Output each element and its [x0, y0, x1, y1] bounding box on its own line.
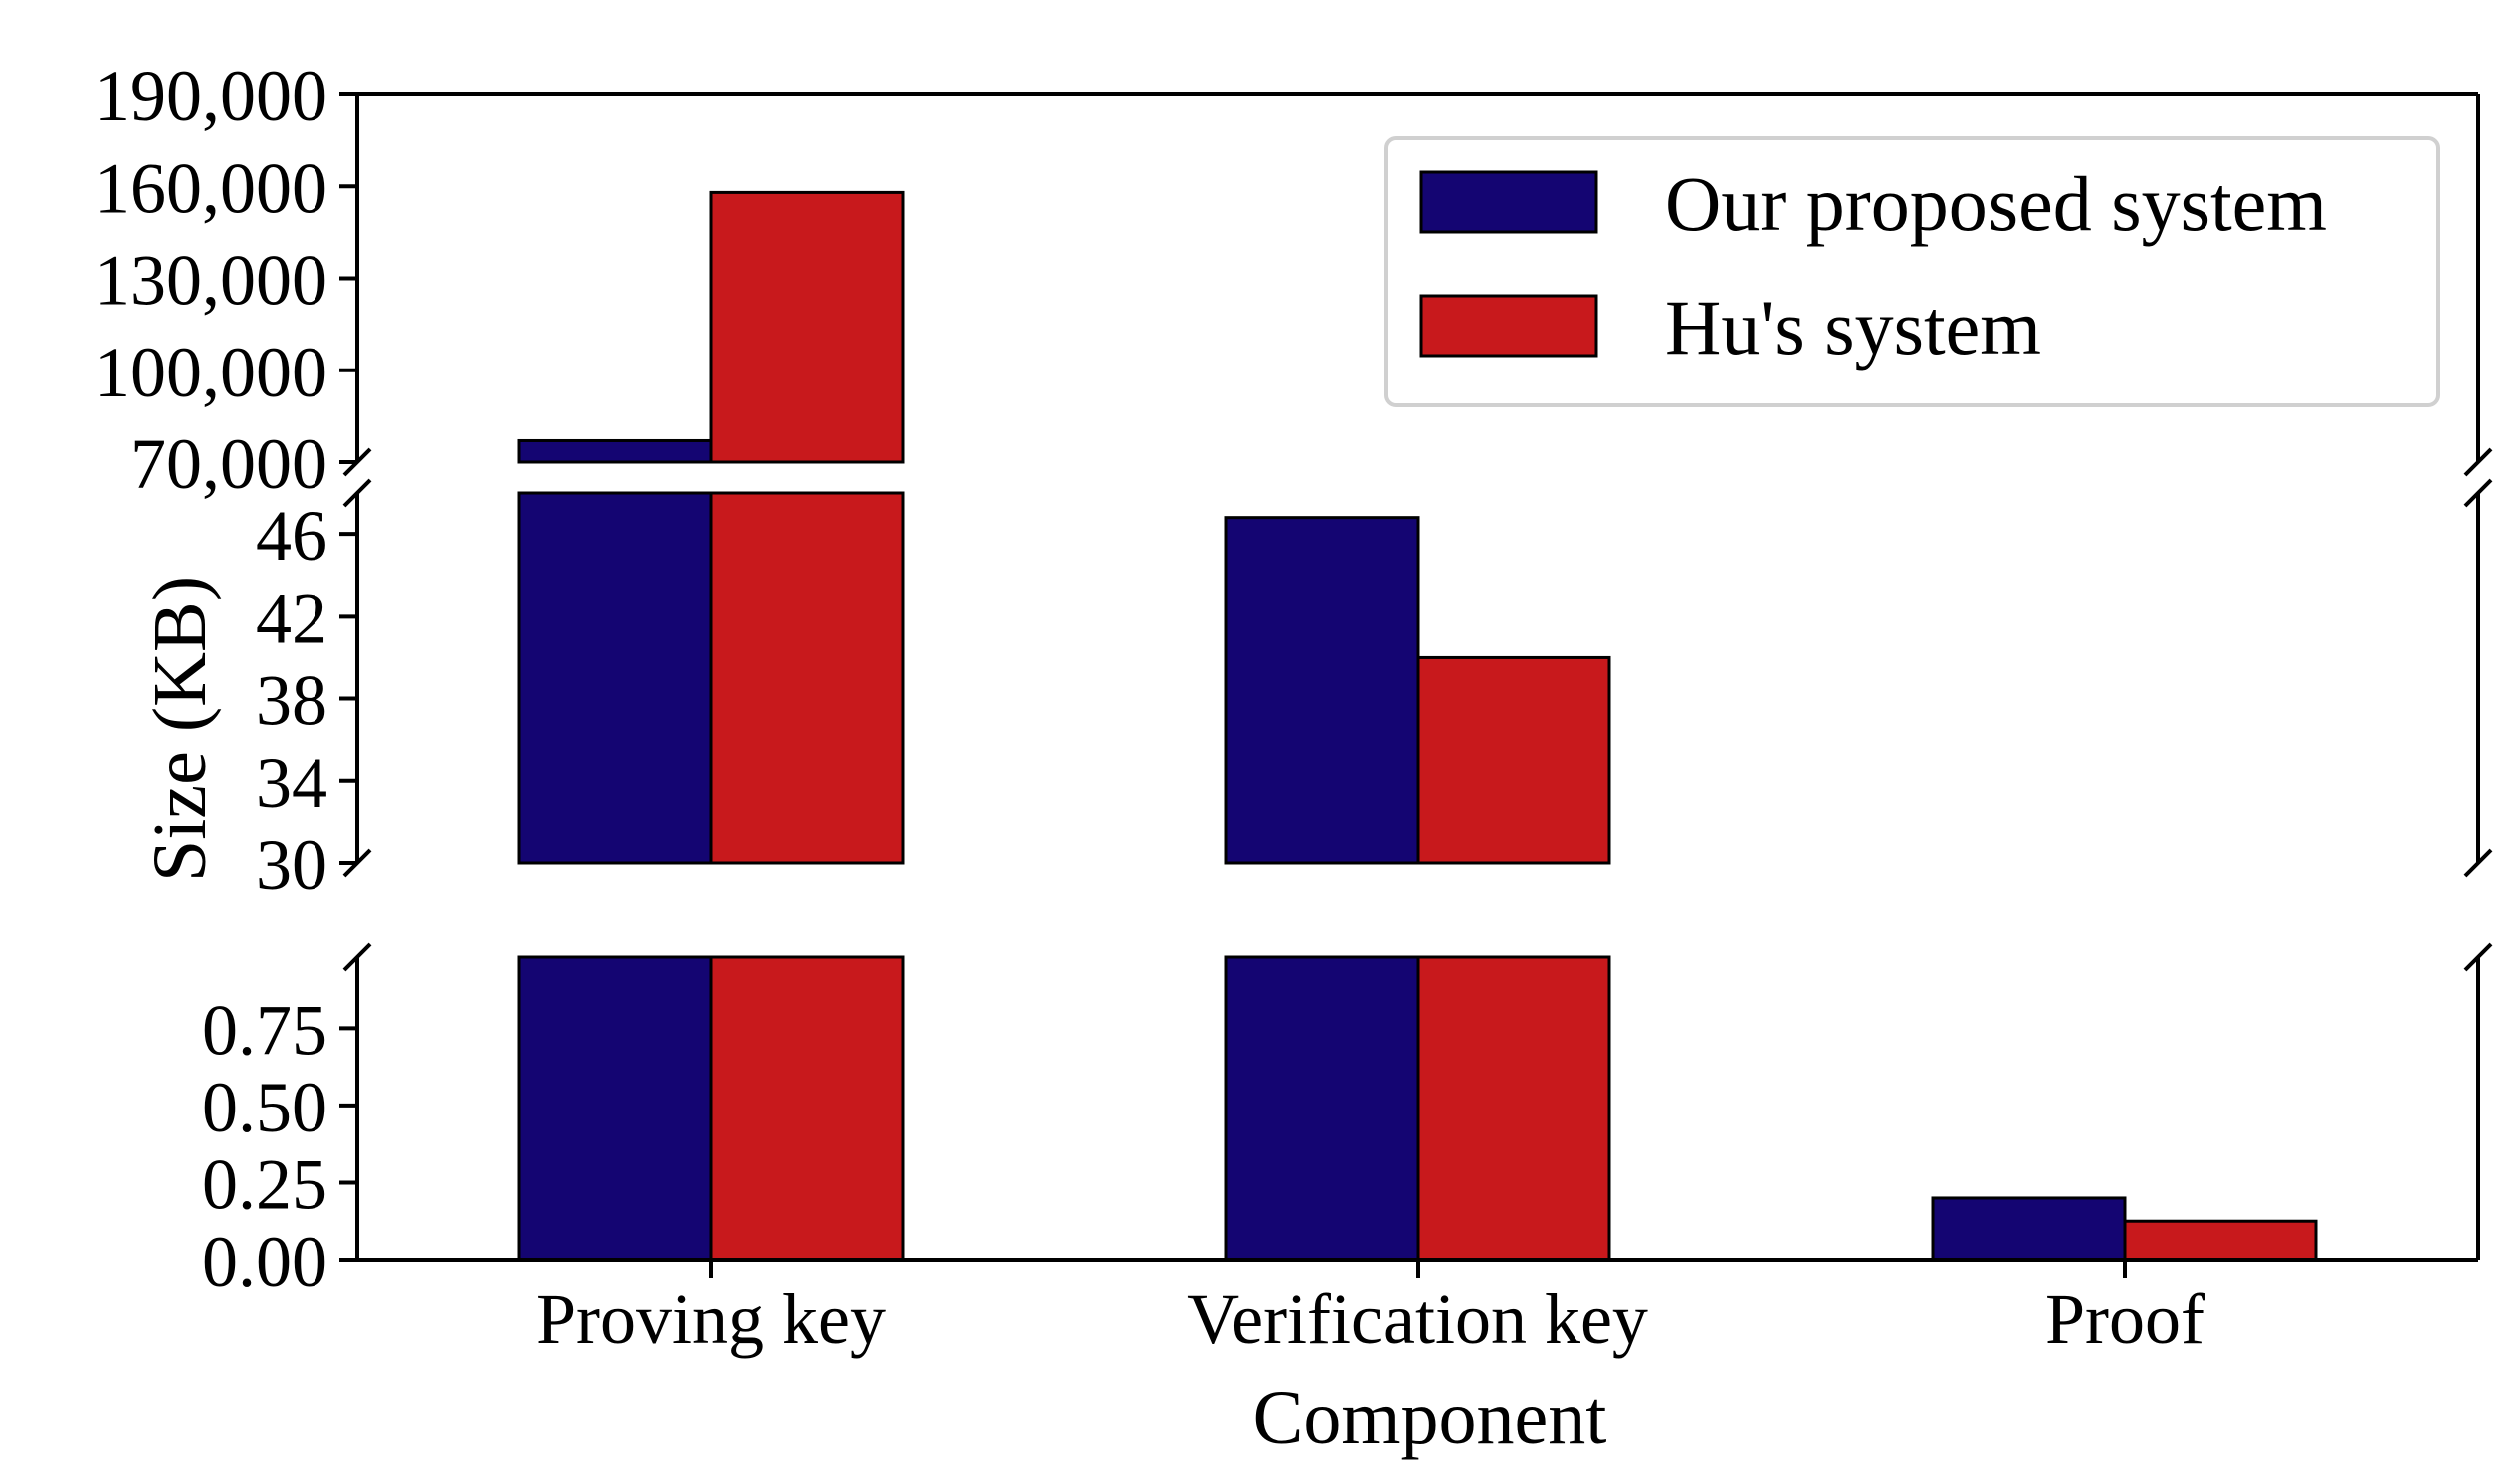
axis-breaks: [327, 447, 2508, 972]
bar-our-proposed-system-verification-key-seg1: [1224, 516, 1420, 865]
y-tick-label-70-000: 70,000: [130, 424, 327, 504]
bar-our-proposed-system-verification-key-seg0: [1224, 955, 1420, 1262]
bar-hu-s-system-proving-key-seg0: [709, 955, 905, 1262]
y-tick-label-130-000: 130,000: [94, 241, 327, 321]
legend-frame: [1384, 136, 2440, 407]
y-tick-label-100-000: 100,000: [94, 333, 327, 412]
y-tick-label-0-00: 0.00: [202, 1222, 327, 1302]
x-ticks: Proving key Verification key Proof: [536, 1260, 2205, 1359]
x-tick-label-proof: Proof: [2045, 1279, 2205, 1359]
bar-our-proposed-system-proving-key-seg0: [517, 955, 713, 1262]
legend: Our proposed system Hu's system: [1384, 136, 2440, 407]
y-tick-label-190-000: 190,000: [94, 56, 327, 136]
y-tick-label-0-50: 0.50: [202, 1068, 327, 1147]
legend-swatch-our-proposed-system: [1419, 170, 1598, 234]
y-tick-label-42: 42: [256, 578, 327, 658]
axis-gap-1: [327, 463, 2508, 492]
y-axis-label: Size (KB): [138, 576, 222, 882]
bars-layer: [517, 190, 2318, 1262]
legend-label-hus-system: Hu's system: [1665, 284, 2041, 370]
y-tick-label-34: 34: [256, 743, 327, 823]
bar-hu-s-system-verification-key-seg0: [1416, 955, 1611, 1262]
y-tick-label-0-75: 0.75: [202, 990, 327, 1070]
legend-swatch-hus-system: [1419, 294, 1598, 358]
y-tick-label-160-000: 160,000: [94, 148, 327, 228]
bar-our-proposed-system-proving-key-seg2: [517, 438, 713, 464]
bar-hu-s-system-verification-key-seg1: [1416, 655, 1611, 865]
legend-label-our-proposed-system: Our proposed system: [1665, 160, 2327, 247]
y-tick-label-30: 30: [256, 825, 327, 905]
x-axis-label: Component: [1253, 1376, 1607, 1460]
x-tick-label-verification-key: Verification key: [1187, 1279, 1648, 1359]
axis-gap-0: [327, 864, 2508, 956]
y-tick-label-38: 38: [256, 661, 327, 741]
y-tick-label-46: 46: [256, 496, 327, 576]
bar-our-proposed-system-proof-seg0: [1931, 1196, 2127, 1262]
bar-our-proposed-system-proving-key-seg1: [517, 491, 713, 865]
x-tick-label-proving-key: Proving key: [536, 1279, 886, 1359]
bar-hu-s-system-proving-key-seg2: [709, 190, 905, 464]
y-tick-label-0-25: 0.25: [202, 1144, 327, 1224]
bar-hu-s-system-proof-seg0: [2123, 1219, 2318, 1262]
bar-hu-s-system-proving-key-seg1: [709, 491, 905, 865]
